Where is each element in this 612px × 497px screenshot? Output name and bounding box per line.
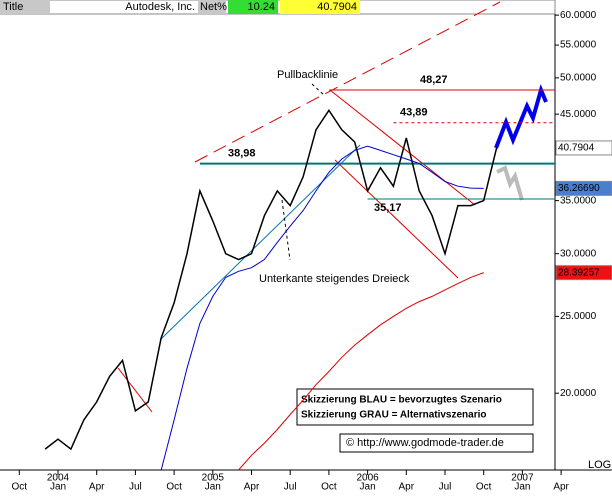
y-tick-label: 45.0000	[560, 109, 597, 120]
resistance-trend	[194, 1, 501, 163]
pullback-note: Pullbacklinie	[277, 69, 338, 81]
year-label: 2006	[356, 473, 379, 484]
x-tick-label: Oct	[476, 482, 492, 492]
blue-scenario	[494, 83, 548, 149]
net-label: Net%	[200, 1, 227, 13]
x-tick-label: Jan	[360, 482, 376, 492]
x-tick-label: Apr	[89, 482, 105, 492]
x-tick-label: Jul	[284, 482, 297, 492]
x-tick-label: Oct	[166, 482, 182, 492]
price-label-box	[555, 140, 612, 156]
price-label-box	[555, 180, 612, 196]
pullback-pointer	[311, 83, 326, 97]
y-tick-label: 60.0000	[560, 10, 597, 21]
legend-grey: Skizzierung GRAU = Alternativszenario	[301, 410, 487, 421]
y-tick-label: 50.0000	[560, 73, 597, 84]
legend-box	[296, 388, 534, 426]
triangle-pointer	[281, 199, 291, 261]
x-tick-label: Apr	[553, 482, 569, 492]
moving-average	[160, 145, 484, 471]
level-label: 43,89	[400, 107, 428, 119]
moving-average	[238, 272, 484, 471]
level-label: 38,98	[228, 147, 256, 159]
source-box	[339, 433, 534, 453]
price-label: 28.39257	[558, 267, 600, 278]
y-tick-label: 20.0000	[560, 388, 597, 399]
x-tick-label: Oct	[12, 482, 28, 492]
support-trend	[159, 144, 361, 341]
net-label-box	[198, 0, 226, 14]
channel-lower	[334, 159, 459, 279]
x-tick-label: Jan	[514, 482, 530, 492]
year-label: 2005	[202, 473, 225, 484]
triangle-note: Unterkante steigendes Dreieck	[259, 273, 410, 285]
y-tick-label: 55.0000	[560, 40, 597, 51]
year-label: 2007	[511, 473, 534, 484]
price-label: 40.7904	[558, 143, 595, 154]
header-title: Title	[3, 1, 23, 13]
header-name: Autodesk, Inc.	[125, 1, 195, 13]
x-tick-label: Jul	[129, 482, 142, 492]
y-tick-label: 25.0000	[560, 311, 597, 322]
level-label: 35,17	[374, 202, 402, 214]
x-tick-label: Jan	[50, 482, 66, 492]
y-tick-label: 30.0000	[560, 248, 597, 259]
legend-blue: Skizzierung BLAU = bevorzugtes Szenario	[301, 395, 502, 406]
source: © http://www.godmode-trader.de	[346, 437, 504, 449]
x-tick-label: Jan	[205, 482, 221, 492]
price-line	[44, 108, 498, 451]
price-label: 36.26690	[558, 183, 600, 194]
header-title-box	[0, 0, 50, 14]
level-label: 48,27	[420, 74, 448, 86]
y-tick-label: 35.0000	[560, 195, 597, 206]
net-value: 10.24	[247, 1, 275, 13]
x-tick-label: Apr	[244, 482, 260, 492]
last-box	[280, 0, 360, 14]
minor-trend	[117, 367, 153, 413]
scale-note: LOG	[588, 459, 611, 471]
channel-upper	[329, 89, 476, 206]
last-value: 40.7904	[317, 1, 357, 13]
x-tick-label: Jul	[439, 482, 452, 492]
x-tick-label: Apr	[399, 482, 415, 492]
x-tick-label: Oct	[321, 482, 337, 492]
net-value-box	[228, 0, 278, 14]
price-label-box	[555, 265, 612, 281]
year-label: 2004	[47, 473, 70, 484]
grey-scenario	[496, 165, 524, 201]
